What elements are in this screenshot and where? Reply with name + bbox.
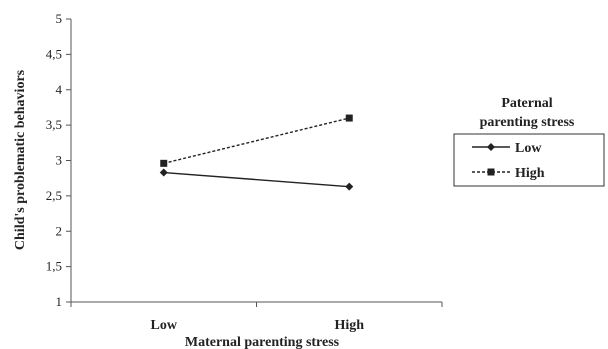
legend-swatch-marker (487, 168, 495, 176)
y-tick-label: 2 (56, 223, 63, 238)
y-axis: 1 1,5 2 2,5 3 3,5 4 4,5 5 (46, 11, 72, 309)
series-high (160, 114, 353, 167)
legend-box (453, 133, 605, 187)
x-axis: Low High (70, 301, 443, 333)
series-layer (159, 114, 354, 191)
data-point (159, 168, 168, 177)
legend-item-high: High (472, 166, 545, 181)
legend-items: Low High (472, 141, 545, 181)
legend: Paternal parenting stress Low High (453, 96, 605, 187)
y-tick-label: 1 (56, 294, 63, 309)
legend-title-line-2: parenting stress (480, 115, 575, 130)
data-point (160, 159, 168, 167)
y-tick-label: 3,5 (46, 117, 62, 132)
y-tick-label: 5 (56, 11, 63, 26)
data-point (345, 182, 354, 191)
legend-item-low: Low (472, 141, 542, 156)
series-line-high (163, 117, 350, 165)
series-line-low (163, 171, 350, 188)
legend-label: Low (515, 141, 542, 156)
series-low (159, 168, 354, 191)
legend-swatch-marker (487, 143, 495, 151)
legend-title-line-1: Paternal (501, 96, 552, 111)
y-tick-label: 3 (56, 153, 63, 168)
y-tick-label: 1,5 (46, 259, 62, 274)
y-tick-label: 4,5 (46, 46, 62, 61)
y-tick-label: 4 (56, 82, 63, 97)
y-tick-label: 2,5 (46, 188, 62, 203)
data-point (345, 114, 353, 122)
legend-label: High (515, 166, 545, 181)
y-axis-title: Child's problematic behaviors (13, 69, 28, 250)
x-tick-label: Low (151, 318, 178, 333)
x-tick-label: High (334, 318, 364, 333)
x-axis-title: Maternal parenting stress (185, 335, 340, 349)
